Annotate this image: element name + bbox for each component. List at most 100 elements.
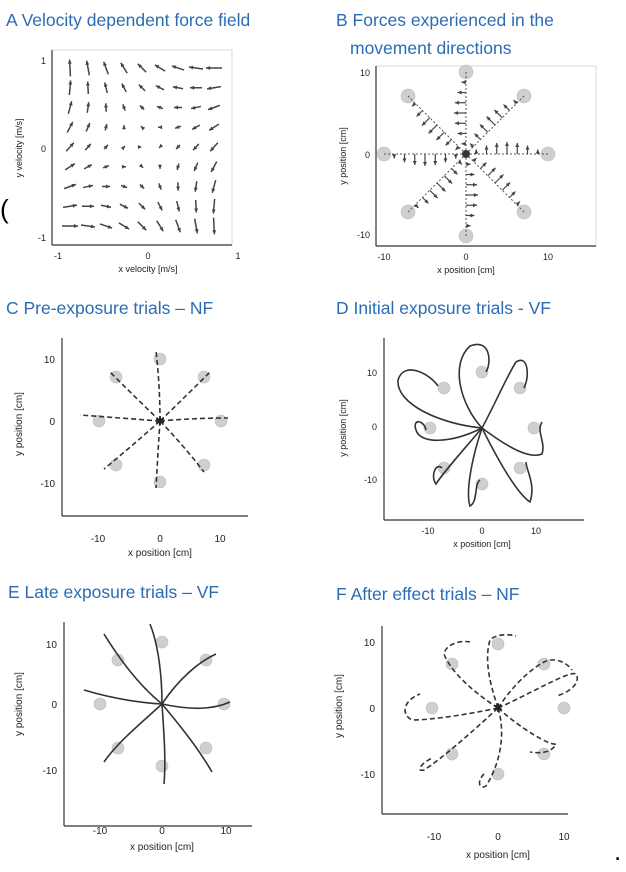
panel-a-ytick-0: 0: [41, 144, 46, 154]
force-arrow: [206, 66, 222, 70]
panel-b-xlabel: x position [cm]: [437, 265, 495, 275]
panel-f-trajectory-plot: 10 0 -10 -10 0 10 x position [cm] y posi…: [334, 626, 579, 861]
trajectory-270deg: [478, 707, 503, 788]
panel-c-ytick-10: 10: [44, 355, 56, 366]
force-vector: [416, 110, 423, 117]
force-arrow: [62, 203, 78, 209]
origin-marker: [462, 150, 470, 158]
force-vector: [453, 154, 458, 159]
force-arrow: [175, 144, 181, 150]
panel-d-ytick-neg10: -10: [364, 475, 377, 485]
panel-d-ytick-0: 0: [372, 422, 377, 432]
trajectory-135deg: [397, 369, 483, 429]
force-vector: [402, 154, 407, 163]
force-vector: [466, 172, 475, 177]
panel-b-ytick-0: 0: [365, 150, 370, 160]
force-vector: [472, 157, 477, 163]
trajectory-180deg: [414, 420, 483, 441]
force-arrow: [121, 164, 127, 169]
force-vector: [515, 201, 521, 206]
trajectory-180deg: [83, 689, 163, 705]
panel-c-ylabel: y position [cm]: [14, 392, 25, 456]
stray-paren: (: [0, 194, 9, 224]
force-arrow: [85, 81, 90, 95]
force-arrow: [211, 180, 217, 193]
trajectory-270deg: [467, 427, 483, 508]
panel-e-xtick-0: 0: [159, 826, 165, 837]
force-arrow: [139, 104, 145, 111]
target-90deg: [491, 637, 505, 651]
force-arrow: [84, 143, 92, 151]
force-vector: [466, 182, 478, 187]
force-arrow: [137, 145, 142, 149]
target-circle: [516, 88, 532, 104]
panel-d-xlabel: x position [cm]: [453, 539, 511, 549]
force-vector: [392, 154, 397, 159]
force-vector: [484, 145, 489, 154]
panel-e-xlabel: x position [cm]: [130, 842, 194, 853]
target-225deg: [109, 458, 123, 472]
panel-d-title: D Initial exposure trials - VF: [336, 298, 551, 318]
trajectory-135deg: [443, 640, 499, 709]
trajectory-45deg: [161, 653, 217, 705]
force-vector: [421, 117, 431, 127]
target-90deg: [155, 635, 169, 649]
force-arrow: [62, 224, 78, 228]
trajectory-135deg: [103, 633, 163, 705]
force-arrow: [137, 63, 147, 73]
force-arrow: [67, 59, 72, 77]
trajectory-90deg: [155, 350, 161, 422]
force-vector: [469, 143, 475, 148]
target-315deg: [197, 458, 211, 472]
target-0deg: [214, 414, 228, 428]
force-vector: [428, 124, 438, 134]
trajectory-225deg: [103, 420, 161, 470]
force-arrow: [212, 217, 217, 235]
force-arrow: [208, 123, 220, 132]
force-vector: [423, 154, 427, 166]
panel-c-trajectory-plot: 10 0 -10 -10 0 10 x position [cm] y posi…: [14, 338, 248, 559]
panel-b-ytick-10: 10: [360, 68, 370, 78]
force-arrow: [85, 60, 91, 76]
panel-a-xtick-1: 1: [235, 251, 240, 261]
force-arrow: [156, 220, 164, 232]
panel-d-xtick-0: 0: [479, 526, 484, 536]
force-arrow: [191, 124, 201, 131]
force-arrow: [140, 125, 146, 131]
force-vector: [505, 142, 509, 154]
force-vector: [443, 175, 453, 185]
force-vector: [461, 141, 466, 146]
force-arrow: [157, 183, 162, 190]
trajectory-90deg: [458, 343, 490, 429]
force-vector: [486, 116, 496, 126]
panel-f-targets: [425, 637, 571, 781]
panel-a-force-arrows: [62, 59, 222, 235]
target-circle: [516, 204, 532, 220]
panel-b-force-plot: 10 0 -10 -10 0 10 x position [cm] y posi…: [338, 64, 597, 275]
force-arrow: [174, 125, 182, 130]
panel-f-xtick-10: 10: [558, 832, 570, 843]
force-arrow: [120, 184, 128, 189]
panel-a-title: A Velocity dependent force field: [6, 10, 251, 30]
panel-e-ylabel: y position [cm]: [14, 672, 25, 736]
force-arrow: [174, 219, 182, 233]
trajectory-90deg: [149, 623, 163, 705]
force-vector: [480, 162, 487, 169]
force-vector: [414, 203, 419, 209]
panel-b-xtick-neg10: -10: [377, 252, 390, 262]
trajectory-180deg: [404, 693, 499, 721]
force-vector: [466, 213, 475, 218]
trajectory-135deg: [109, 371, 161, 422]
panel-e-ytick-0: 0: [51, 700, 57, 711]
target-270deg: [155, 759, 169, 773]
panel-f-xtick-0: 0: [495, 832, 501, 843]
force-arrow: [158, 143, 164, 149]
force-vector: [474, 133, 481, 140]
target-315deg: [199, 741, 213, 755]
force-arrow: [176, 163, 181, 171]
force-arrow: [171, 65, 185, 71]
force-vector: [422, 197, 429, 204]
force-vector: [433, 154, 438, 166]
force-arrow: [103, 123, 108, 131]
target-45deg: [513, 381, 527, 395]
